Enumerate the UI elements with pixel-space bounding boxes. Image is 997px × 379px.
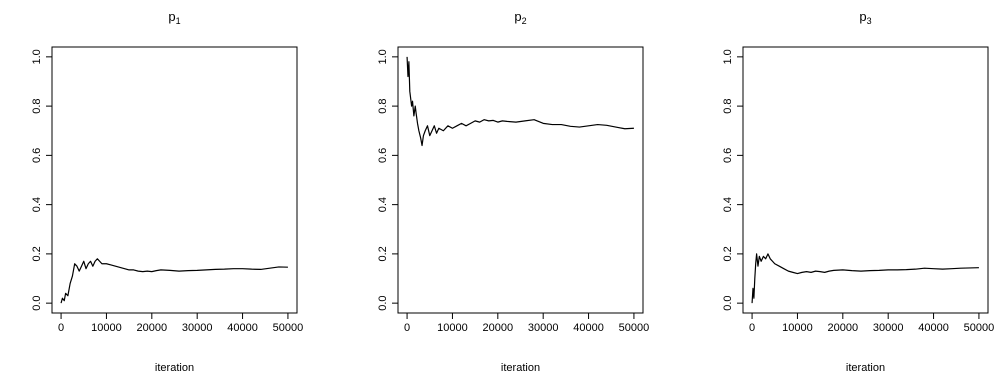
x-tick-label: 50000 [619,322,650,334]
x-axis-label: iteration [846,362,885,374]
x-tick-label: 10000 [782,322,813,334]
y-tick-label: 0.6 [377,148,389,163]
x-tick-label: 50000 [964,322,995,334]
chart-title: p1 [168,9,180,26]
x-tick-label: 30000 [182,322,213,334]
x-tick-label: 50000 [273,322,304,334]
y-tick-label: 0.8 [722,98,734,113]
x-tick-label: 0 [58,322,64,334]
x-tick-label: 0 [404,322,410,334]
y-tick-label: 1.0 [31,49,43,64]
series-line-1 [406,56,634,147]
plot-frame [397,46,644,314]
x-tick-label: 20000 [137,322,168,334]
x-tick-label: 40000 [918,322,949,334]
x-tick-label: 0 [749,322,755,334]
x-tick-label: 20000 [828,322,859,334]
chart-panel-3: p3 0 10000 20000 30000 40000 50000 0.0 0.2 0.4 0.6… [722,9,994,374]
y-tick-label: 0.8 [31,98,43,113]
y-tick-label: 0.4 [31,197,43,212]
series-line-1 [60,258,288,304]
x-tick-label: 10000 [91,322,122,334]
series-line-1 [751,253,979,304]
y-tick-label: 0.2 [31,246,43,261]
x-tick-label: 10000 [437,322,468,334]
y-tick-label: 0.2 [377,246,389,261]
x-axis-label: iteration [501,362,540,374]
x-tick-label: 40000 [227,322,258,334]
chart-panel-2: p2 0 10000 20000 30000 40000 50000 0.0 0.2 0.4 0.6… [377,9,649,374]
y-tick-label: 1.0 [722,49,734,64]
y-tick-label: 0.6 [31,148,43,163]
y-tick-label: 0.0 [722,295,734,310]
y-tick-label: 0.4 [722,197,734,212]
plot-frame [742,46,989,314]
x-axis-label: iteration [155,362,194,374]
y-tick-label: 0.8 [377,98,389,113]
y-tick-label: 0.0 [31,295,43,310]
plot-frame [51,46,298,314]
y-tick-label: 0.2 [722,246,734,261]
chart-title: p2 [514,9,526,26]
y-tick-label: 0.6 [722,148,734,163]
y-tick-label: 1.0 [377,49,389,64]
chart-title: p3 [859,9,871,26]
y-tick-label: 0.4 [377,197,389,212]
x-tick-label: 30000 [873,322,904,334]
chart-panel-1: p1 0 10000 20000 30000 40000 50000 0.0 0.2 0.4 0.6… [31,9,303,374]
x-tick-label: 20000 [483,322,514,334]
x-tick-label: 40000 [573,322,604,334]
y-tick-label: 0.0 [377,295,389,310]
x-tick-label: 30000 [528,322,559,334]
